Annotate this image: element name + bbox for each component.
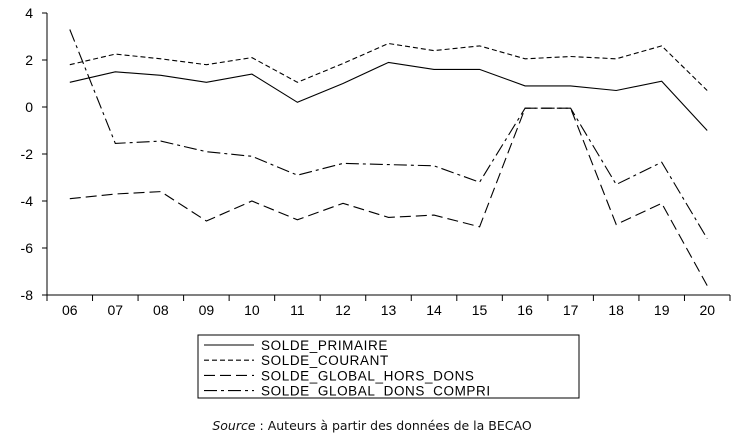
- x-tick-label: 10: [244, 302, 260, 318]
- source-caption: Source : Auteurs à partir des données de…: [0, 418, 744, 433]
- x-tick-label: 14: [426, 302, 442, 318]
- source-text: : Auteurs à partir des données de la BEC…: [255, 418, 532, 433]
- y-tick-label: -4: [21, 193, 34, 209]
- y-tick-label: 0: [25, 99, 33, 115]
- x-tick-label: 18: [608, 302, 624, 318]
- x-tick-label: 15: [472, 302, 488, 318]
- y-tick-label: 4: [25, 5, 33, 21]
- y-tick-label: -2: [21, 146, 34, 162]
- legend-label: SOLDE_GLOBAL_HORS_DONS: [261, 368, 475, 383]
- x-tick-label: 13: [381, 302, 397, 318]
- axes: 420-2-4-6-806 07 08 09 10 11 12 13 14 15 16 17 18 19 2…: [21, 5, 731, 318]
- legend-label: SOLDE_PRIMAIRE: [261, 338, 388, 353]
- y-tick-label: -8: [21, 287, 34, 303]
- x-tick-label: 12: [335, 302, 351, 318]
- y-tick-label: -6: [21, 240, 34, 256]
- series-line-solde-global-dons-compri: [69, 29, 708, 239]
- series-line-solde-courant: [69, 42, 708, 91]
- x-tick-label: 16: [517, 302, 533, 318]
- series-line-solde-primaire: [69, 61, 708, 131]
- x-tick-label: 06: [62, 302, 78, 318]
- source-label: Source: [212, 418, 256, 433]
- x-tick-label: 20: [699, 302, 715, 318]
- legend-label: SOLDE_COURANT: [261, 353, 389, 368]
- x-tick-label: 07: [108, 302, 124, 318]
- plot-area: [69, 29, 708, 286]
- x-tick-label: 19: [654, 302, 670, 318]
- x-tick-label: 17: [563, 302, 579, 318]
- series-line-solde-global-hors-dons: [69, 107, 708, 286]
- legend-label: SOLDE_GLOBAL_DONS_COMPRI: [261, 384, 491, 399]
- x-tick-label: 11: [290, 302, 305, 318]
- x-tick-label: 09: [199, 302, 215, 318]
- x-tick-label: 08: [153, 302, 169, 318]
- legend: SOLDE_PRIMAIRESOLDE_COURANTSOLDE_GLOBAL_…: [197, 334, 580, 399]
- y-tick-label: 2: [25, 52, 33, 68]
- legend-box: [197, 334, 580, 399]
